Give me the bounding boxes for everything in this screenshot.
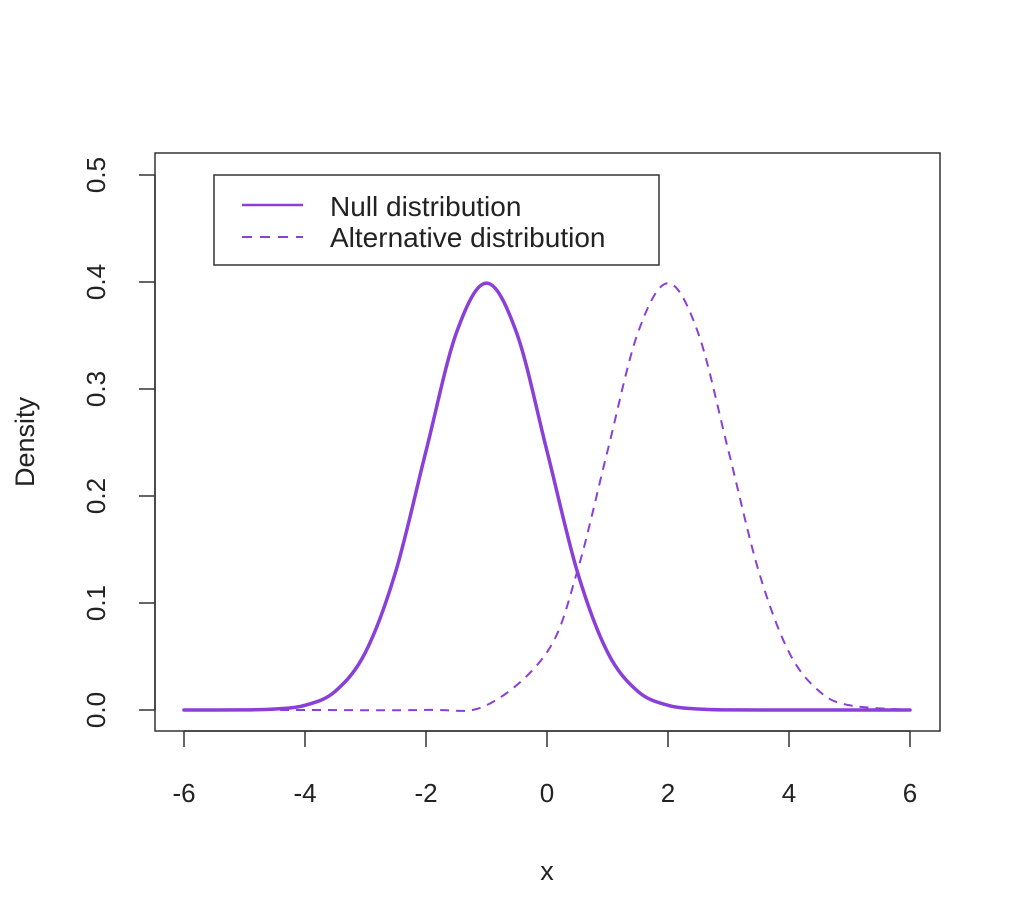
- y-tick-label: 0.1: [81, 585, 111, 621]
- density-curves: [182, 281, 912, 712]
- y-tick-label: 0.2: [81, 478, 111, 514]
- legend-label-alternative: Alternative distribution: [330, 222, 605, 253]
- y-axis-title: Density: [10, 396, 40, 487]
- legend-box: [213, 174, 660, 266]
- x-tick-label: 0: [540, 778, 554, 808]
- x-tick-label: -6: [172, 778, 195, 808]
- y-tick-label: 0.0: [81, 692, 111, 728]
- x-axis-title: x: [540, 856, 554, 886]
- y-tick-label: 0.3: [81, 371, 111, 407]
- x-axis: -6 -4 -2 0 2 4 6: [172, 730, 917, 808]
- y-tick-label: 0.4: [81, 264, 111, 300]
- x-tick-label: 4: [782, 778, 796, 808]
- x-tick-label: -2: [414, 778, 437, 808]
- y-tick-label: 0.5: [81, 157, 111, 193]
- legend-label-null: Null distribution: [330, 191, 521, 222]
- x-tick-label: -4: [293, 778, 316, 808]
- x-tick-label: 2: [661, 778, 675, 808]
- null-distribution-line: [182, 281, 912, 712]
- y-axis: 0.0 0.1 0.2 0.3 0.4 0.5: [81, 157, 156, 728]
- x-tick-label: 6: [903, 778, 917, 808]
- legend: Null distribution Alternative distributi…: [213, 174, 660, 266]
- alternative-distribution-line: [183, 282, 911, 712]
